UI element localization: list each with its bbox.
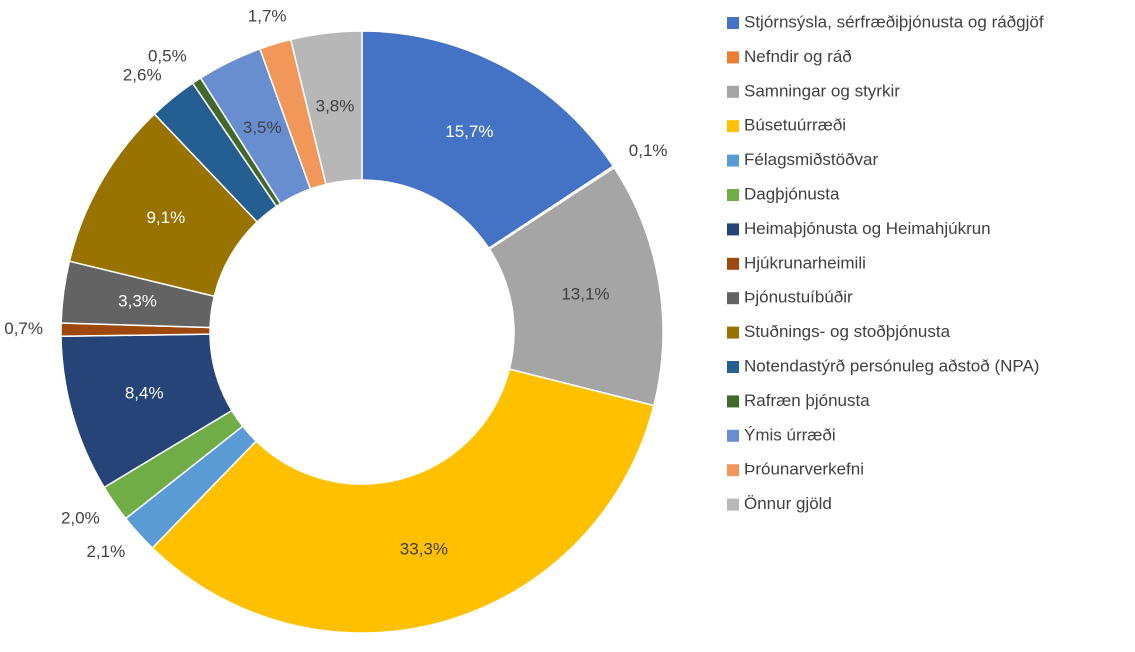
legend-swatch <box>727 326 739 339</box>
data-label: 3,3% <box>118 291 157 310</box>
legend-swatch <box>727 257 739 270</box>
donut-slice <box>151 368 655 634</box>
data-label: 2,6% <box>123 66 162 85</box>
data-label: 8,4% <box>125 384 164 403</box>
legend-label: Félagsmiðstöðvar <box>744 150 879 169</box>
data-label: 3,5% <box>243 118 282 137</box>
legend-label: Ýmis úrræði <box>744 425 836 444</box>
data-label: 0,5% <box>148 47 187 66</box>
legend-label: Rafræn þjónusta <box>744 391 870 410</box>
legend-swatch <box>727 292 739 305</box>
legend-label: Þróunarverkefni <box>744 460 864 479</box>
legend-label: Þjónustuíbúðir <box>744 288 853 307</box>
data-label: 3,8% <box>316 97 355 116</box>
legend-swatch <box>727 464 739 477</box>
data-label: 0,7% <box>4 319 43 338</box>
data-label: 2,1% <box>86 542 125 561</box>
legend-swatch <box>727 498 739 511</box>
legend-swatch <box>727 361 739 373</box>
data-label: 9,1% <box>146 208 185 227</box>
data-label: 0,1% <box>629 141 668 160</box>
donut-slice <box>361 30 615 250</box>
legend-swatch <box>727 85 739 98</box>
legend-label: Notendastýrð persónuleg aðstoð (NPA) <box>744 356 1039 375</box>
data-label: 13,1% <box>561 284 609 303</box>
legend-label: Stjórnsýsla, sérfræðiþjónusta og ráðgjöf <box>744 12 1044 31</box>
donut-slice <box>289 30 363 186</box>
legend-swatch <box>727 189 739 201</box>
legend-swatch <box>727 395 739 408</box>
donut-slice <box>488 166 664 407</box>
legend-label: Stuðnings- og stoðþjónusta <box>744 322 951 341</box>
legend-label: Heimaþjónusta og Heimahjúkrun <box>744 219 991 238</box>
data-label: 33,3% <box>400 539 448 558</box>
legend-swatch <box>727 17 739 29</box>
data-label: 1,7% <box>248 6 287 25</box>
legend-label: Hjúkrunarheimili <box>744 253 866 272</box>
legend-label: Samningar og styrkir <box>744 81 900 100</box>
legend-swatch <box>727 223 739 236</box>
legend-label: Dagþjónusta <box>744 184 840 203</box>
legend-label: Nefndir og ráð <box>744 47 852 66</box>
legend-swatch <box>727 154 739 167</box>
legend-label: Önnur gjöld <box>744 494 832 513</box>
legend-swatch <box>727 429 739 442</box>
legend-label: Búsetuúrræði <box>744 116 846 135</box>
data-label: 2,0% <box>61 509 100 528</box>
legend-swatch <box>727 120 739 133</box>
legend-swatch <box>727 51 739 64</box>
data-label: 15,7% <box>445 122 493 141</box>
